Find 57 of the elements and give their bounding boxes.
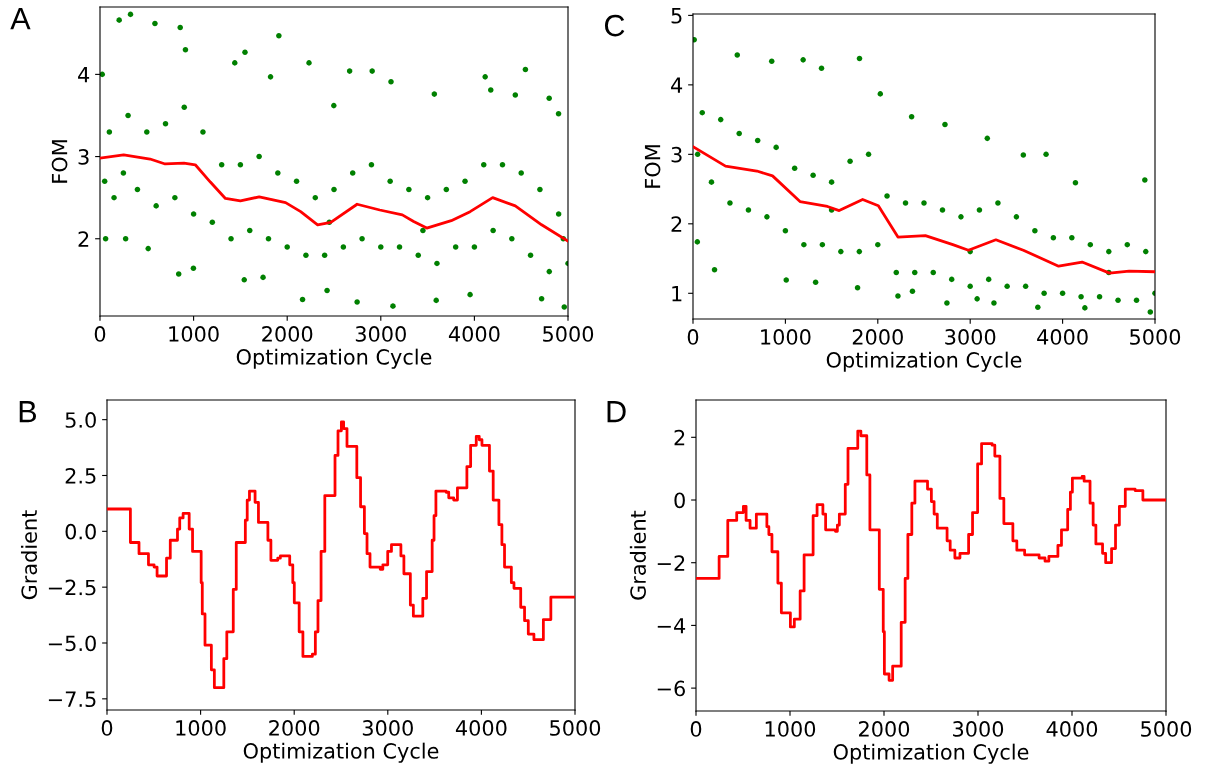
y-tick-label: −2.5 bbox=[48, 579, 96, 596]
x-tick-label: 2000 bbox=[269, 720, 320, 736]
x-axis-title: Optimization Cycle bbox=[833, 743, 1029, 764]
x-tick-label: 1000 bbox=[761, 329, 811, 345]
x-tick-label: 0 bbox=[687, 329, 699, 345]
x-tick-label: 2000 bbox=[859, 721, 910, 737]
y-tick-label: 2 bbox=[671, 216, 682, 232]
y-axis-title: FOM bbox=[51, 140, 68, 183]
x-tick-label: 5000 bbox=[543, 326, 594, 342]
x-tick-label: 5000 bbox=[1130, 329, 1181, 345]
y-tick-label: −5.0 bbox=[48, 635, 96, 652]
y-tick-label: 4 bbox=[671, 77, 683, 93]
x-tick-label: 3000 bbox=[953, 721, 1004, 737]
y-tick-label: 0.0 bbox=[65, 523, 96, 540]
x-tick-label: 2000 bbox=[852, 329, 903, 345]
x-tick-label: 1000 bbox=[176, 720, 226, 736]
x-axis-title: Optimization Cycle bbox=[826, 351, 1022, 372]
x-tick-label: 3000 bbox=[945, 329, 996, 345]
line-series bbox=[100, 153, 568, 243]
y-tick-label: 2 bbox=[78, 231, 89, 247]
chart-title: A bbox=[10, 8, 31, 30]
x-tick-label: 3000 bbox=[362, 720, 413, 736]
y-tick-label: 4 bbox=[78, 67, 90, 83]
chart-title: D bbox=[607, 401, 626, 423]
x-tick-label: 4000 bbox=[1037, 329, 1088, 345]
y-tick-label: 1 bbox=[672, 286, 682, 302]
y-tick-label: 5.0 bbox=[65, 412, 96, 428]
y-axis-title: Gradient bbox=[629, 510, 646, 600]
line-series bbox=[693, 145, 1155, 275]
x-tick-label: 2000 bbox=[262, 326, 313, 342]
x-axis-title: Optimization Cycle bbox=[236, 348, 432, 369]
x-tick-label: 5000 bbox=[1141, 721, 1192, 737]
y-tick-label: 0 bbox=[674, 492, 685, 509]
y-tick-label: 2 bbox=[674, 429, 685, 446]
y-tick-label: −4 bbox=[657, 618, 686, 634]
x-tick-label: 4000 bbox=[1046, 721, 1098, 737]
y-tick-label: 2.5 bbox=[65, 467, 96, 484]
x-tick-label: 4000 bbox=[455, 720, 507, 736]
x-tick-label: 3000 bbox=[355, 326, 406, 342]
y-axis-title: FOM bbox=[644, 145, 661, 188]
x-axis-title: Optimization Cycle bbox=[243, 742, 439, 763]
chart-title: C bbox=[604, 14, 625, 37]
x-tick-label: 4000 bbox=[448, 326, 500, 342]
y-tick-label: −7.5 bbox=[48, 691, 96, 708]
y-tick-label: −2 bbox=[657, 555, 685, 571]
x-tick-label: 0 bbox=[94, 326, 106, 342]
y-tick-label: 3 bbox=[78, 149, 89, 165]
x-tick-label: 1000 bbox=[169, 326, 219, 342]
y-tick-label: 5 bbox=[671, 8, 682, 24]
x-tick-label: 5000 bbox=[550, 720, 601, 736]
y-tick-label: −6 bbox=[657, 680, 685, 697]
y-axis-title: Gradient bbox=[20, 510, 38, 600]
y-tick-label: 3 bbox=[671, 146, 682, 163]
x-tick-label: 0 bbox=[101, 720, 113, 736]
chart-title: B bbox=[19, 401, 37, 423]
x-tick-label: 1000 bbox=[765, 721, 816, 737]
x-tick-label: 0 bbox=[690, 721, 702, 737]
